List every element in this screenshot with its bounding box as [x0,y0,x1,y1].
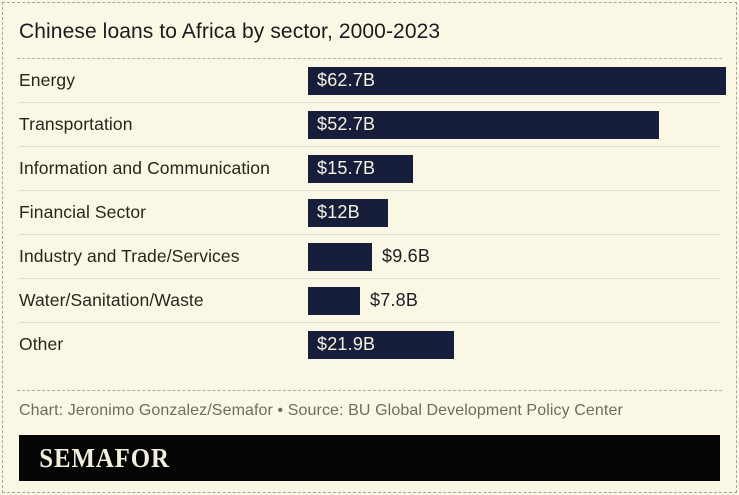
category-label: Industry and Trade/Services [19,246,240,266]
bar-track: $21.9B [308,330,720,359]
category-label: Transportation [19,114,133,134]
category-label: Other [19,334,64,354]
bar-row: Information and Communication $15.7B [19,147,720,191]
category-label: Energy [19,70,76,90]
title-separator [17,58,722,59]
semafor-logo-bar: SEMAFOR [19,435,720,481]
bar-row: Industry and Trade/Services $9.6B [19,235,720,279]
bar: $21.9B [308,330,454,359]
bar-value-label: $21.9B [317,334,376,354]
bar-value-label: $12B [317,202,360,222]
bar: $12B [308,198,388,227]
bar-track: $52.7B [308,110,720,139]
bar [308,242,372,271]
chart-title: Chinese loans to Africa by sector, 2000-… [19,20,441,43]
semafor-logo: SEMAFOR [39,442,170,473]
bar: $52.7B [308,110,660,139]
chart-credit: Chart: Jeronimo Gonzalez/Semafor • Sourc… [19,402,623,419]
bar-track: $62.7B [308,66,726,95]
bar-value-label: $62.7B [317,70,376,90]
category-label: Information and Communication [19,158,270,178]
bar-row: Transportation $52.7B [19,103,720,147]
bar-row: Water/Sanitation/Waste $7.8B [19,279,720,323]
category-label: Water/Sanitation/Waste [19,290,204,310]
bar-value-label: $7.8B [370,290,419,310]
bar-value-label: $52.7B [317,114,376,134]
category-label: Financial Sector [19,202,147,222]
bar-track: $7.8B [308,286,720,315]
bar-track: $9.6B [308,242,720,271]
bar-chart: Energy $62.7B Transportation $52.7B Info… [19,59,726,366]
bar-row: Financial Sector $12B [19,191,720,235]
bar: $15.7B [308,154,413,183]
bar-row: Energy $62.7B [19,59,726,103]
bar-row: Other $21.9B [19,323,720,366]
bar-track: $12B [308,198,720,227]
bar-track: $15.7B [308,154,720,183]
footer-separator [17,390,722,391]
bar: $62.7B [308,66,726,95]
bar [308,286,360,315]
bar-value-label: $9.6B [382,246,431,266]
bar-value-label: $15.7B [317,158,376,178]
